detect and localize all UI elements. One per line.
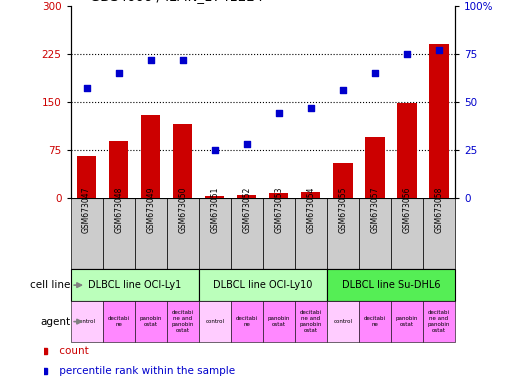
- Text: decitabi
ne: decitabi ne: [364, 316, 386, 327]
- Point: [83, 85, 91, 91]
- FancyBboxPatch shape: [423, 301, 455, 342]
- Text: GSM673049: GSM673049: [146, 187, 155, 233]
- Text: GSM673051: GSM673051: [210, 187, 219, 233]
- Text: GSM673054: GSM673054: [306, 187, 315, 233]
- FancyBboxPatch shape: [199, 269, 327, 301]
- Text: decitabi
ne: decitabi ne: [108, 316, 130, 327]
- FancyBboxPatch shape: [231, 301, 263, 342]
- FancyBboxPatch shape: [135, 198, 167, 269]
- Bar: [333, 162, 353, 198]
- FancyBboxPatch shape: [295, 301, 327, 342]
- Text: decitabi
ne and
panobin
ostat: decitabi ne and panobin ostat: [172, 310, 194, 333]
- Bar: [205, 197, 224, 198]
- Text: GSM673052: GSM673052: [242, 187, 251, 233]
- Bar: [77, 156, 96, 198]
- FancyBboxPatch shape: [263, 301, 295, 342]
- Point: [115, 70, 123, 76]
- Text: GSM673053: GSM673053: [275, 187, 283, 233]
- Text: decitabi
ne and
panobin
ostat: decitabi ne and panobin ostat: [428, 310, 450, 333]
- Text: control: control: [77, 319, 96, 324]
- Text: count: count: [56, 346, 89, 356]
- FancyBboxPatch shape: [295, 198, 327, 269]
- Text: GSM673050: GSM673050: [178, 187, 187, 233]
- Text: GDS4006 / ILMN_1741224: GDS4006 / ILMN_1741224: [90, 0, 263, 3]
- Bar: [109, 141, 128, 198]
- Text: percentile rank within the sample: percentile rank within the sample: [56, 366, 235, 376]
- Point: [403, 51, 411, 57]
- Text: DLBCL line OCI-Ly10: DLBCL line OCI-Ly10: [213, 280, 313, 290]
- FancyBboxPatch shape: [167, 198, 199, 269]
- Bar: [269, 193, 288, 198]
- Text: panobin
ostat: panobin ostat: [396, 316, 418, 327]
- FancyBboxPatch shape: [391, 301, 423, 342]
- Text: GSM673048: GSM673048: [114, 187, 123, 233]
- FancyBboxPatch shape: [327, 269, 455, 301]
- Point: [243, 141, 251, 147]
- Bar: [141, 114, 160, 198]
- Point: [211, 147, 219, 153]
- Text: panobin
ostat: panobin ostat: [268, 316, 290, 327]
- Text: GSM673055: GSM673055: [338, 187, 347, 233]
- Bar: [237, 195, 256, 198]
- FancyBboxPatch shape: [359, 301, 391, 342]
- FancyBboxPatch shape: [231, 198, 263, 269]
- FancyBboxPatch shape: [167, 301, 199, 342]
- Text: DLBCL line OCI-Ly1: DLBCL line OCI-Ly1: [88, 280, 181, 290]
- Text: decitabi
ne: decitabi ne: [236, 316, 258, 327]
- Text: GSM673056: GSM673056: [403, 187, 412, 233]
- FancyBboxPatch shape: [103, 301, 135, 342]
- FancyBboxPatch shape: [199, 198, 231, 269]
- Bar: [173, 124, 192, 198]
- Text: GSM673047: GSM673047: [82, 187, 91, 233]
- Text: agent: agent: [40, 316, 71, 327]
- Point: [178, 56, 187, 63]
- Bar: [301, 192, 321, 198]
- Point: [275, 110, 283, 116]
- Point: [339, 87, 347, 93]
- FancyBboxPatch shape: [327, 301, 359, 342]
- FancyBboxPatch shape: [327, 198, 359, 269]
- Text: DLBCL line Su-DHL6: DLBCL line Su-DHL6: [342, 280, 440, 290]
- FancyBboxPatch shape: [263, 198, 295, 269]
- Bar: [365, 137, 384, 198]
- Text: control: control: [333, 319, 353, 324]
- Point: [306, 104, 315, 111]
- FancyBboxPatch shape: [103, 198, 135, 269]
- Point: [146, 56, 155, 63]
- Bar: [397, 103, 416, 198]
- FancyBboxPatch shape: [359, 198, 391, 269]
- Text: panobin
ostat: panobin ostat: [140, 316, 162, 327]
- Text: GSM673058: GSM673058: [435, 187, 444, 233]
- FancyBboxPatch shape: [391, 198, 423, 269]
- FancyBboxPatch shape: [423, 198, 455, 269]
- Point: [371, 70, 379, 76]
- Text: control: control: [205, 319, 224, 324]
- FancyBboxPatch shape: [71, 301, 103, 342]
- FancyBboxPatch shape: [71, 269, 199, 301]
- Point: [435, 47, 443, 53]
- Text: cell line: cell line: [30, 280, 71, 290]
- FancyBboxPatch shape: [135, 301, 167, 342]
- Bar: [429, 44, 449, 198]
- Text: GSM673057: GSM673057: [370, 187, 379, 233]
- FancyBboxPatch shape: [199, 301, 231, 342]
- Text: decitabi
ne and
panobin
ostat: decitabi ne and panobin ostat: [300, 310, 322, 333]
- FancyBboxPatch shape: [71, 198, 103, 269]
